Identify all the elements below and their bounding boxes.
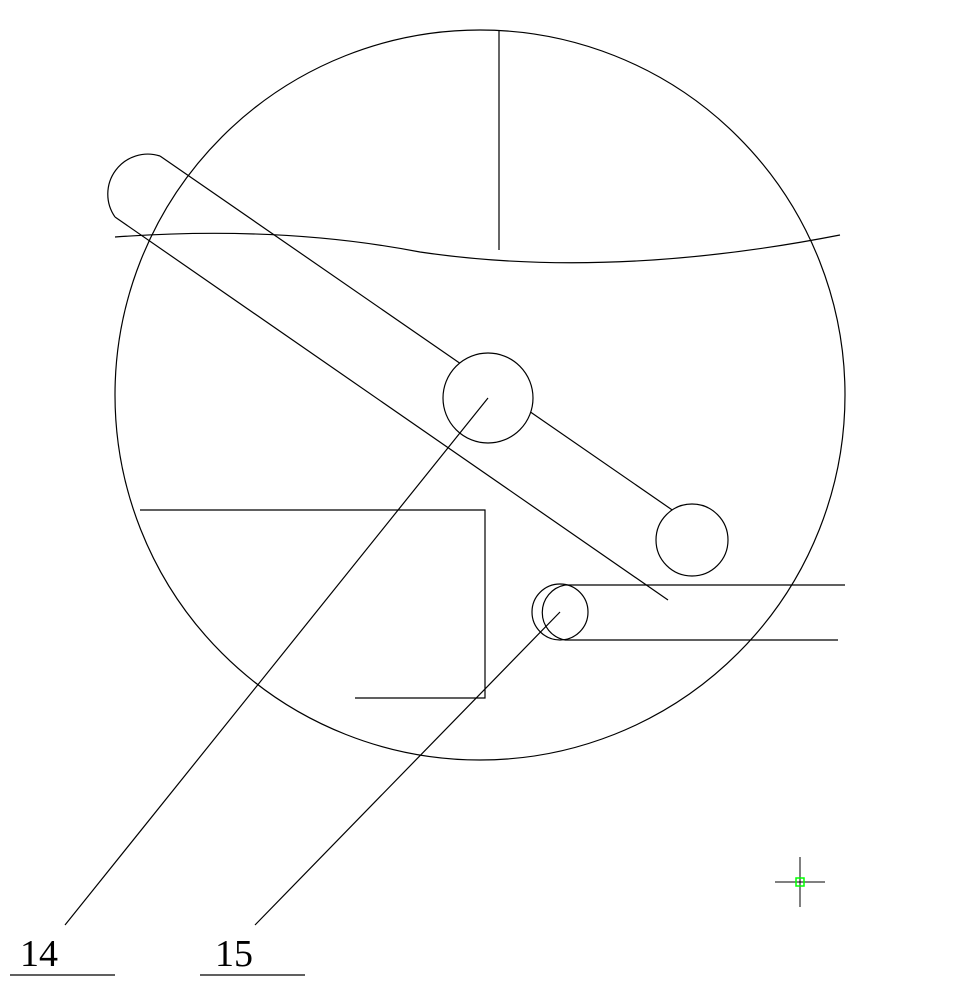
label-15: 15: [215, 932, 253, 976]
wavy-break-line: [115, 233, 840, 262]
leader-15: [255, 612, 560, 925]
bracket-outline: [140, 510, 485, 698]
leader-14: [65, 398, 488, 925]
lower-right-pin-circle: [656, 504, 728, 576]
cross-member: [108, 154, 720, 600]
crosshair-marker: [775, 857, 825, 907]
label-14: 14: [20, 932, 58, 976]
technical-diagram: [0, 0, 953, 1000]
